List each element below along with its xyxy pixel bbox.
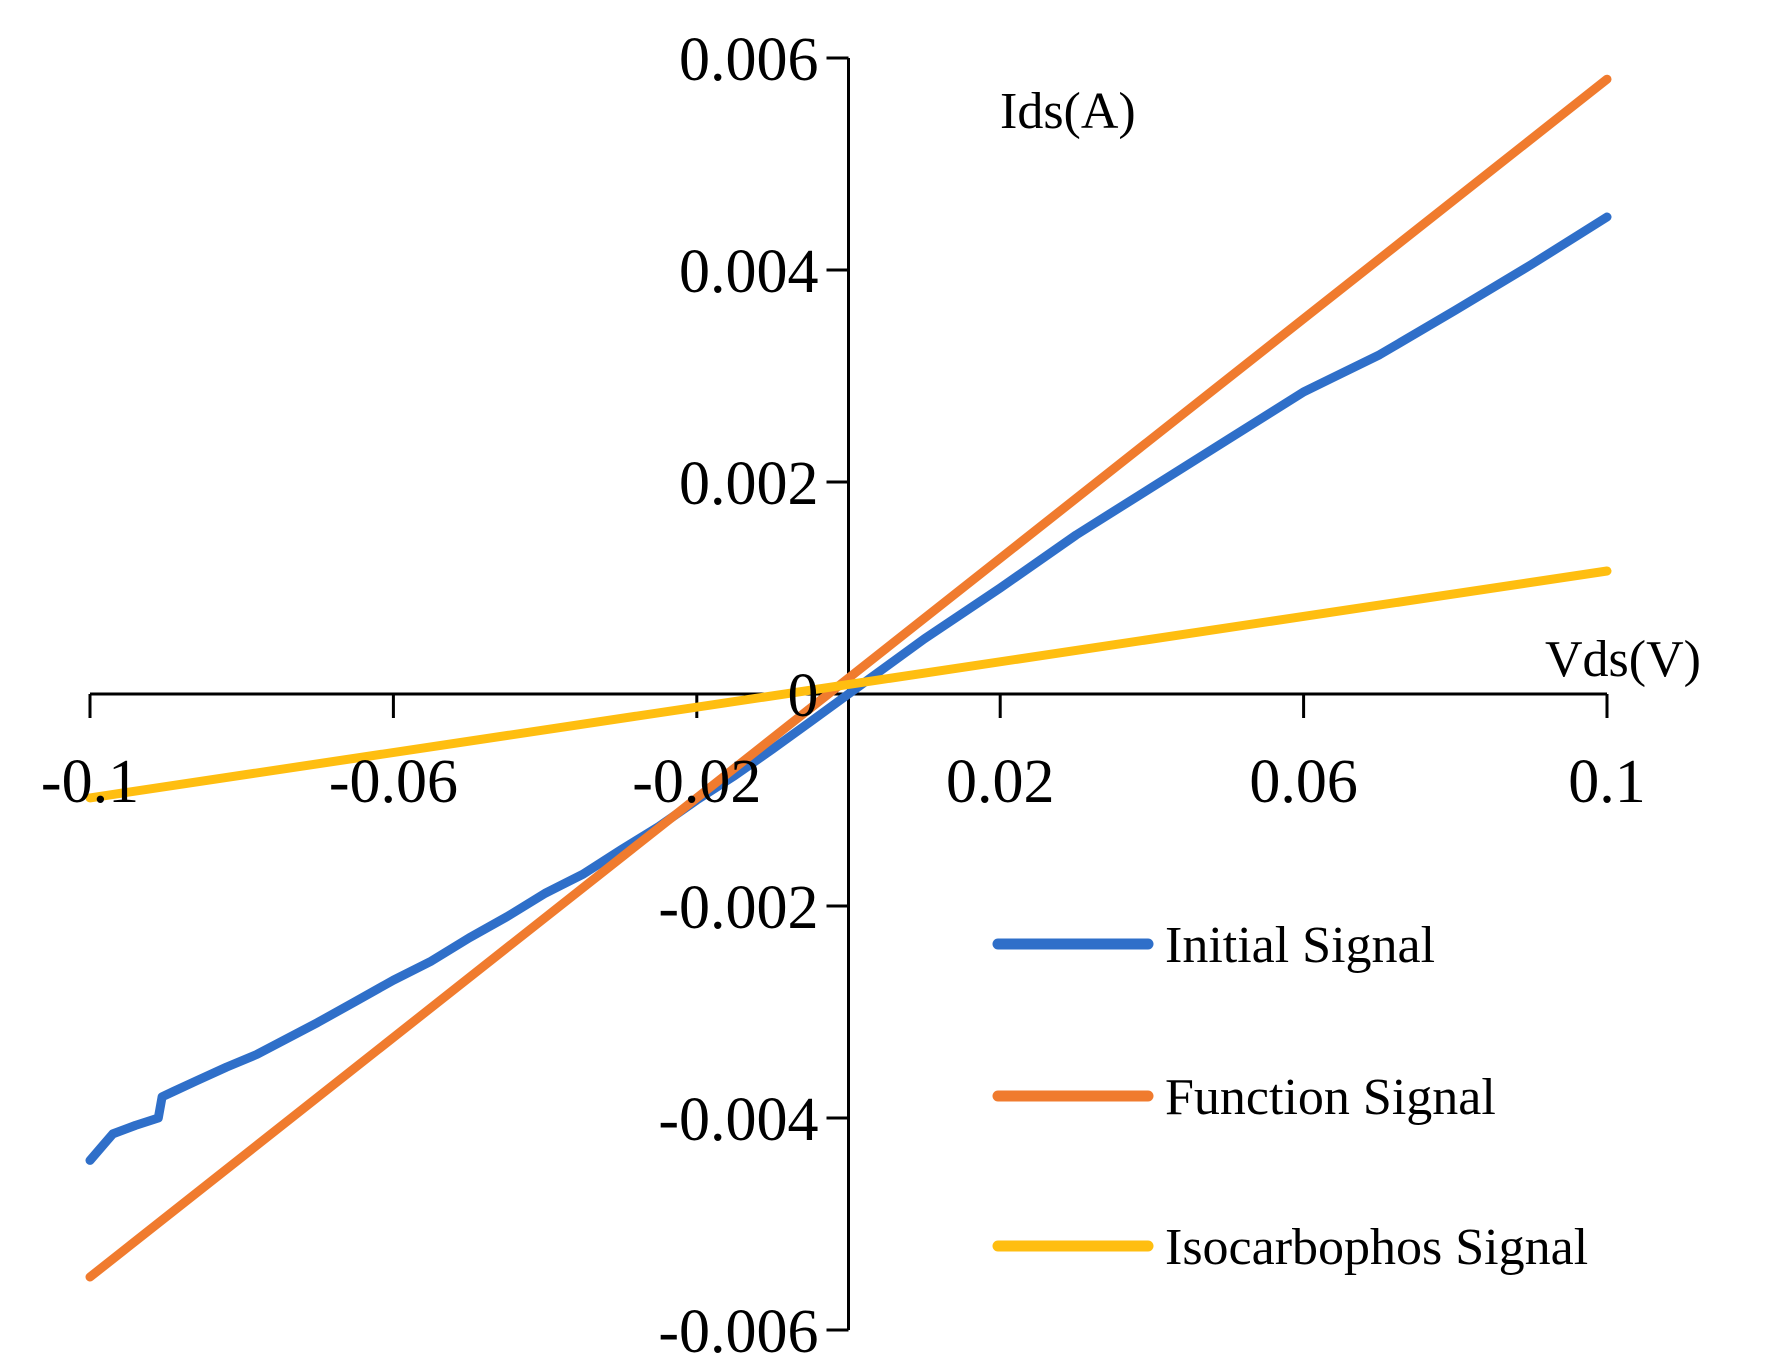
y-tick-label: -0.006 <box>658 1298 818 1364</box>
x-axis-title: Vds(V) <box>1545 631 1701 688</box>
series-line-1 <box>85 212 1612 1165</box>
y-tick-label: 0.002 <box>679 450 819 518</box>
x-tick-label: 0.1 <box>1568 748 1646 816</box>
x-tick-label: 0.06 <box>1249 748 1358 816</box>
legend-label: Isocarbophos Signal <box>1165 1219 1588 1276</box>
x-tick-label: -0.1 <box>41 748 139 816</box>
series-line-2 <box>85 74 1612 1282</box>
y-tick-label: 0 <box>788 662 819 730</box>
x-tick-label: 0.02 <box>946 748 1055 816</box>
series-line-3 <box>85 566 1612 803</box>
y-tick-label: -0.004 <box>658 1086 818 1154</box>
x-tick-label: -0.06 <box>329 748 458 816</box>
y-tick-label: -0.002 <box>658 874 818 942</box>
legend-label: Initial Signal <box>1165 917 1435 974</box>
y-tick-label: 0.006 <box>679 26 819 94</box>
legend-label: Function Signal <box>1165 1069 1496 1126</box>
y-tick-label: 0.004 <box>679 238 819 306</box>
x-tick-label: -0.02 <box>632 748 761 816</box>
y-axis-title: Ids(A) <box>1000 83 1136 140</box>
